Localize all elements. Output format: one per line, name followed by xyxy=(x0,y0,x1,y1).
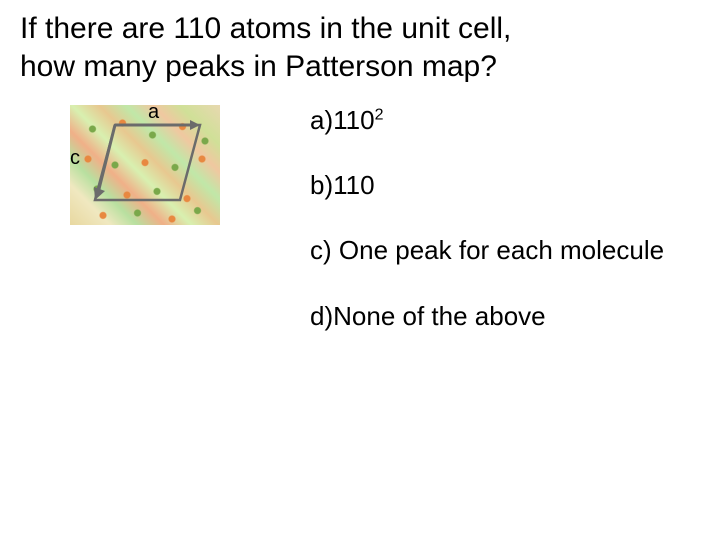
axis-a-label: a xyxy=(148,105,159,124)
title-line-2: how many peaks in Patterson map? xyxy=(20,50,497,83)
option-a-text: a)110 xyxy=(310,105,375,135)
option-a-superscript: 2 xyxy=(375,106,384,123)
axis-c-label: c xyxy=(70,147,80,170)
option-c: c) One peak for each molecule xyxy=(310,235,690,266)
question-title: If there are 110 atoms in the unit cell,… xyxy=(0,0,720,85)
content-area: a c a)1102 b)110 c) One peak for each mo… xyxy=(0,85,720,366)
diagram-column: a c xyxy=(30,105,290,366)
option-a: a)1102 xyxy=(310,105,690,136)
options-column: a)1102 b)110 c) One peak for each molecu… xyxy=(290,105,690,366)
title-line-1: If there are 110 atoms in the unit cell, xyxy=(20,12,511,45)
option-b: b)110 xyxy=(310,170,690,201)
crystal-diagram: a c xyxy=(70,105,220,225)
option-d: d)None of the above xyxy=(310,301,690,332)
unit-cell-overlay xyxy=(70,105,220,225)
